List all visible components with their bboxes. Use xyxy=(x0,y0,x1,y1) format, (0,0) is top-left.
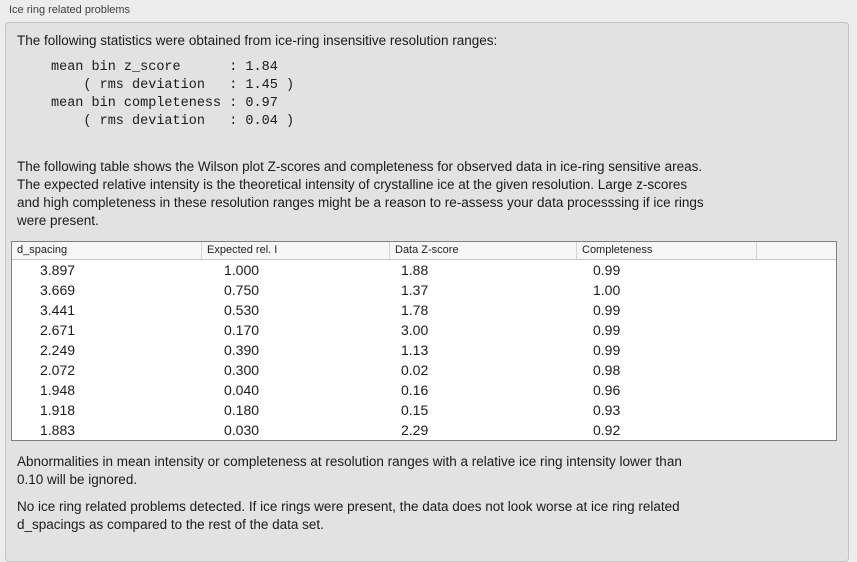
table-row[interactable]: 1.948 0.040 0.16 0.96 xyxy=(12,380,836,400)
table-cell: 3.00 xyxy=(401,322,429,338)
table-header-row: d_spacing Expected rel. I Data Z-score C… xyxy=(12,242,836,260)
stats-block: mean bin z_score : 1.84 ( rms deviation … xyxy=(51,60,295,129)
table-cell: 1.13 xyxy=(401,342,429,358)
table-cell: 3.897 xyxy=(40,262,76,278)
conclusion-text: No ice ring related problems detected. I… xyxy=(17,499,680,532)
table-cell: 2.29 xyxy=(401,422,429,438)
table-cell xyxy=(756,400,836,420)
ice-ring-groupbox: The following statistics were obtained f… xyxy=(5,22,849,562)
table-cell: 2.249 xyxy=(40,342,76,358)
table-cell: 1.78 xyxy=(401,302,429,318)
table-cell: 1.918 xyxy=(40,402,76,418)
ice-ring-table: d_spacing Expected rel. I Data Z-score C… xyxy=(11,241,837,441)
table-cell: 1.00 xyxy=(593,282,621,298)
table-cell: 0.390 xyxy=(224,342,260,358)
table-row[interactable]: 1.883 0.030 2.29 0.92 xyxy=(12,420,836,440)
table-cell xyxy=(756,320,836,340)
table-row[interactable]: 3.897 1.000 1.88 0.99 xyxy=(12,260,836,280)
table-cell: 0.16 xyxy=(401,382,429,398)
table-body: 3.897 1.000 1.88 0.99 3.669 0.750 1.37 1.00 3.44… xyxy=(12,260,836,440)
stats-intro-text: The following statistics were obtained f… xyxy=(17,33,498,48)
table-cell xyxy=(756,340,836,360)
ignore-note: Abnormalities in mean intensity or compl… xyxy=(17,454,682,487)
table-description: The following table shows the Wilson plo… xyxy=(17,159,704,228)
table-cell: 0.99 xyxy=(593,262,621,278)
table-cell: 0.96 xyxy=(593,382,621,398)
table-cell: 0.530 xyxy=(224,302,260,318)
table-cell: 0.98 xyxy=(593,362,621,378)
table-cell: 1.948 xyxy=(40,382,76,398)
column-header-data-z-score[interactable]: Data Z-score xyxy=(389,242,576,259)
table-cell: 3.669 xyxy=(40,282,76,298)
table-cell: 0.170 xyxy=(224,322,260,338)
table-cell xyxy=(756,360,836,380)
table-row[interactable]: 2.671 0.170 3.00 0.99 xyxy=(12,320,836,340)
table-cell: 1.000 xyxy=(224,262,260,278)
table-cell xyxy=(756,260,836,280)
column-header-expected-rel-i[interactable]: Expected rel. I xyxy=(201,242,389,259)
table-cell: 0.030 xyxy=(224,422,260,438)
table-row[interactable]: 3.441 0.530 1.78 0.99 xyxy=(12,300,836,320)
table-cell: 0.300 xyxy=(224,362,260,378)
table-cell: 2.072 xyxy=(40,362,76,378)
table-cell: 1.88 xyxy=(401,262,429,278)
table-cell: 0.99 xyxy=(593,302,621,318)
table-cell xyxy=(756,420,836,440)
column-header-spacer xyxy=(756,242,836,259)
table-cell: 0.02 xyxy=(401,362,429,378)
table-cell: 0.93 xyxy=(593,402,621,418)
table-cell xyxy=(756,380,836,400)
table-cell xyxy=(756,300,836,320)
table-cell: 0.92 xyxy=(593,422,621,438)
table-row[interactable]: 2.072 0.300 0.02 0.98 xyxy=(12,360,836,380)
table-cell: 0.99 xyxy=(593,322,621,338)
table-cell: 3.441 xyxy=(40,302,76,318)
column-header-d-spacing[interactable]: d_spacing xyxy=(17,244,68,256)
column-header-completeness[interactable]: Completeness xyxy=(576,242,756,259)
table-row[interactable]: 1.918 0.180 0.15 0.93 xyxy=(12,400,836,420)
table-cell: 0.15 xyxy=(401,402,429,418)
table-cell: 2.671 xyxy=(40,322,76,338)
groupbox-title: Ice ring related problems xyxy=(9,4,131,16)
table-cell: 0.99 xyxy=(593,342,621,358)
table-cell: 0.750 xyxy=(224,282,260,298)
table-cell xyxy=(756,280,836,300)
table-cell: 1.37 xyxy=(401,282,429,298)
table-cell: 0.180 xyxy=(224,402,260,418)
table-row[interactable]: 2.249 0.390 1.13 0.99 xyxy=(12,340,836,360)
table-cell: 0.040 xyxy=(224,382,260,398)
table-cell: 1.883 xyxy=(40,422,76,438)
table-row[interactable]: 3.669 0.750 1.37 1.00 xyxy=(12,280,836,300)
